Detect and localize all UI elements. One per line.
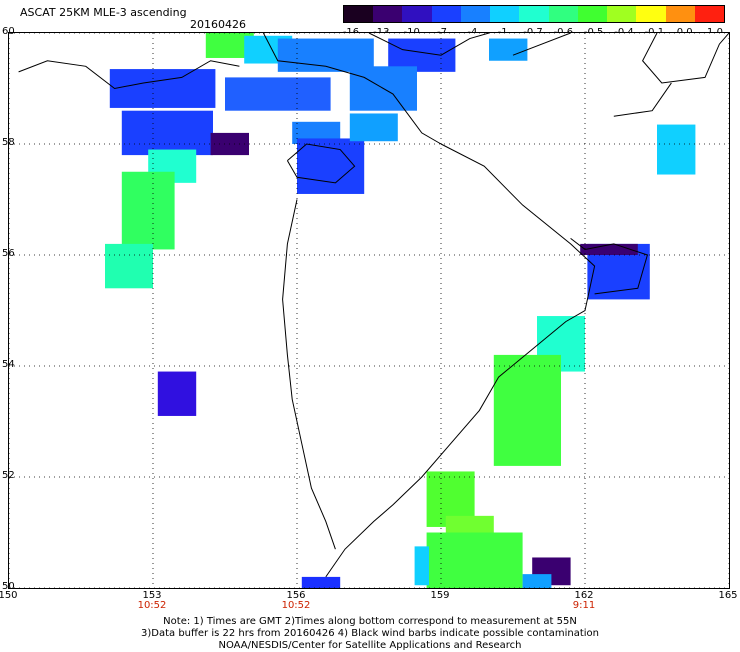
- x-tick-label: 162: [574, 590, 594, 601]
- wind-cell: [580, 243, 638, 255]
- footer-credit: NOAA/NESDIS/Center for Satellite Applica…: [218, 640, 522, 651]
- color-scale-swatch: [490, 6, 520, 22]
- color-scale-swatch: [665, 6, 696, 22]
- x-tick-label: 150: [0, 590, 18, 601]
- coastline: [613, 82, 672, 117]
- color-scale-swatch: [431, 6, 462, 22]
- product-date: 20160426: [190, 18, 246, 31]
- coastline: [18, 60, 240, 90]
- coastline: [282, 199, 336, 550]
- coastline: [570, 237, 649, 295]
- x-tick-label: 159: [430, 590, 450, 601]
- y-tick-label: 58: [2, 137, 15, 148]
- color-scale-swatch: [344, 6, 374, 22]
- pass-time-label: 10:52: [137, 600, 167, 611]
- color-scale-swatch: [373, 6, 403, 22]
- wind-cell: [225, 77, 331, 111]
- map-plot-area: [8, 30, 730, 600]
- wind-cell: [121, 171, 175, 250]
- map-canvas: [8, 30, 730, 600]
- coastline: [642, 32, 730, 84]
- x-tick-label: 153: [142, 590, 162, 601]
- color-scale-swatch: [577, 6, 608, 22]
- color-scale-swatch: [548, 6, 579, 22]
- color-scale-swatch: [402, 6, 433, 22]
- coastline: [512, 32, 571, 56]
- product-title: ASCAT 25KM MLE-3 ascending: [20, 6, 187, 19]
- x-tick-label: 165: [718, 590, 738, 601]
- wind-cell: [493, 354, 561, 466]
- coastline: [368, 32, 490, 56]
- wind-cell: [414, 546, 429, 586]
- color-scale-swatch: [607, 6, 637, 22]
- coastline: [262, 32, 442, 145]
- wind-cell: [105, 243, 153, 289]
- wind-cell: [388, 38, 456, 72]
- y-tick-label: 54: [2, 359, 15, 370]
- wind-cell: [121, 110, 213, 156]
- footer-note-line-1: Note: 1) Times are GMT 2)Times along bot…: [163, 616, 577, 627]
- wind-cell: [657, 124, 696, 175]
- y-tick-label: 52: [2, 470, 15, 481]
- pass-time-label: 10:52: [281, 600, 311, 611]
- color-scale-swatch: [519, 6, 550, 22]
- footer-notes: Note: 1) Times are GMT 2)Times along bot…: [0, 616, 740, 652]
- color-scale-swatch: [694, 6, 725, 22]
- y-tick-label: 50: [2, 581, 15, 592]
- wind-cell: [109, 69, 216, 108]
- pass-time-label: 9:11: [572, 600, 596, 611]
- wind-cell: [489, 38, 528, 61]
- coastline: [286, 143, 356, 184]
- x-tick-label: 156: [286, 590, 306, 601]
- wind-cell: [349, 113, 398, 142]
- y-tick-label: 56: [2, 248, 15, 259]
- color-scale-swatch: [460, 6, 491, 22]
- wind-cell: [301, 576, 341, 588]
- footer-note-line-2: 3)Data buffer is 22 hrs from 20160426 4)…: [141, 628, 599, 639]
- coastline: [325, 143, 596, 578]
- wind-cell: [522, 574, 552, 591]
- wind-cell: [426, 532, 523, 600]
- color-scale-swatch: [636, 6, 667, 22]
- y-tick-label: 60: [2, 26, 15, 37]
- wind-cell: [157, 371, 197, 416]
- color-scale-bar: [343, 5, 725, 23]
